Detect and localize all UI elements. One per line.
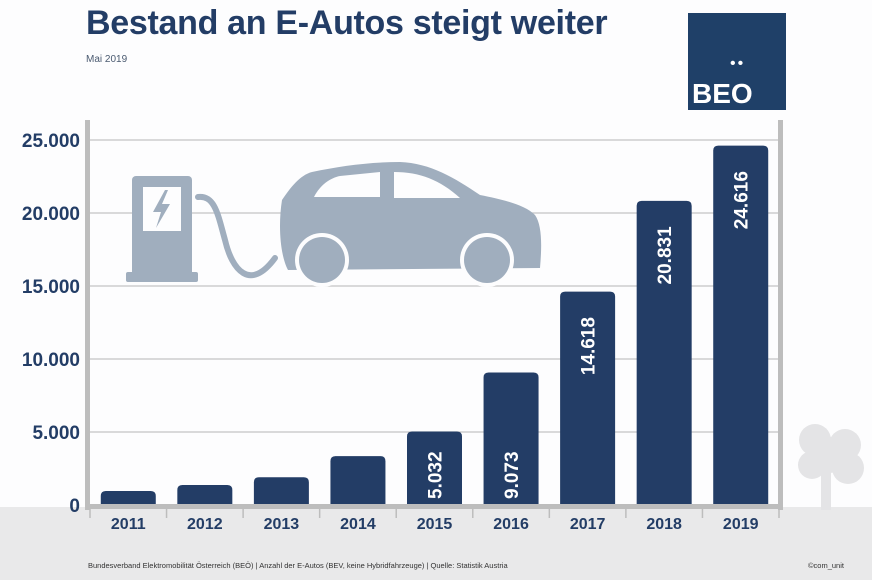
bar-2013 bbox=[253, 477, 309, 505]
beo-logo: •• BEO bbox=[688, 13, 786, 110]
data-label: 5.032 bbox=[426, 451, 447, 499]
y-axis-right bbox=[778, 120, 783, 510]
y-tick-label: 15.000 bbox=[22, 277, 80, 298]
y-axis-left bbox=[85, 120, 90, 510]
footer-credit: ©com_unit bbox=[808, 561, 844, 570]
data-label: 14.618 bbox=[579, 317, 600, 375]
x-tick-label: 2013 bbox=[264, 516, 300, 533]
page-title: Bestand an E-Autos steigt weiter bbox=[86, 4, 608, 42]
charging-station-icon bbox=[126, 176, 278, 282]
footer-source: Bundesverband Elektromobilität Österreic… bbox=[88, 561, 508, 570]
bar-2018 bbox=[636, 200, 692, 505]
x-tick-label: 2016 bbox=[493, 516, 529, 533]
data-label: 9.073 bbox=[502, 451, 523, 499]
bar-2016 bbox=[483, 372, 539, 505]
x-tick-labels: 2011 2012 2013 2014 2015 2016 2017 2018 2019 bbox=[89, 509, 780, 533]
data-label: 24.616 bbox=[732, 171, 753, 229]
bar-2015 bbox=[407, 431, 462, 505]
data-label: 20.831 bbox=[655, 226, 676, 285]
bar-2011 bbox=[100, 490, 156, 505]
logo-text: BEO bbox=[692, 78, 753, 109]
x-tick-label: 2014 bbox=[340, 516, 376, 533]
bars bbox=[100, 145, 769, 506]
axes bbox=[85, 120, 783, 510]
car-icon bbox=[280, 162, 542, 287]
x-tick-label: 2017 bbox=[570, 516, 606, 533]
bar-2012 bbox=[177, 484, 233, 505]
y-tick-labels: 0 5.000 10.000 15.000 20.000 25.000 bbox=[22, 131, 80, 517]
y-tick-label: 0 bbox=[69, 496, 80, 517]
x-tick-label: 2012 bbox=[187, 516, 223, 533]
data-labels: 5.032 9.073 14.618 20.831 24.616 bbox=[426, 171, 753, 499]
bar-2017 bbox=[560, 291, 616, 505]
x-tick-label: 2019 bbox=[723, 516, 759, 533]
y-tick-label: 5.000 bbox=[32, 423, 80, 444]
bar-2014 bbox=[330, 456, 386, 505]
y-tick-label: 20.000 bbox=[22, 204, 80, 225]
page-subtitle: Mai 2019 bbox=[86, 54, 128, 65]
x-tick-label: 2015 bbox=[417, 516, 453, 533]
y-tick-label: 25.000 bbox=[22, 131, 80, 152]
bar-2019 bbox=[713, 145, 769, 506]
logo-dots: •• bbox=[730, 55, 746, 72]
ground-band bbox=[0, 507, 872, 580]
tree-icon bbox=[798, 424, 864, 510]
x-tick-label: 2018 bbox=[646, 516, 682, 533]
x-axis bbox=[85, 504, 783, 509]
y-tick-label: 10.000 bbox=[22, 350, 80, 371]
x-tick-label: 2011 bbox=[111, 516, 146, 533]
